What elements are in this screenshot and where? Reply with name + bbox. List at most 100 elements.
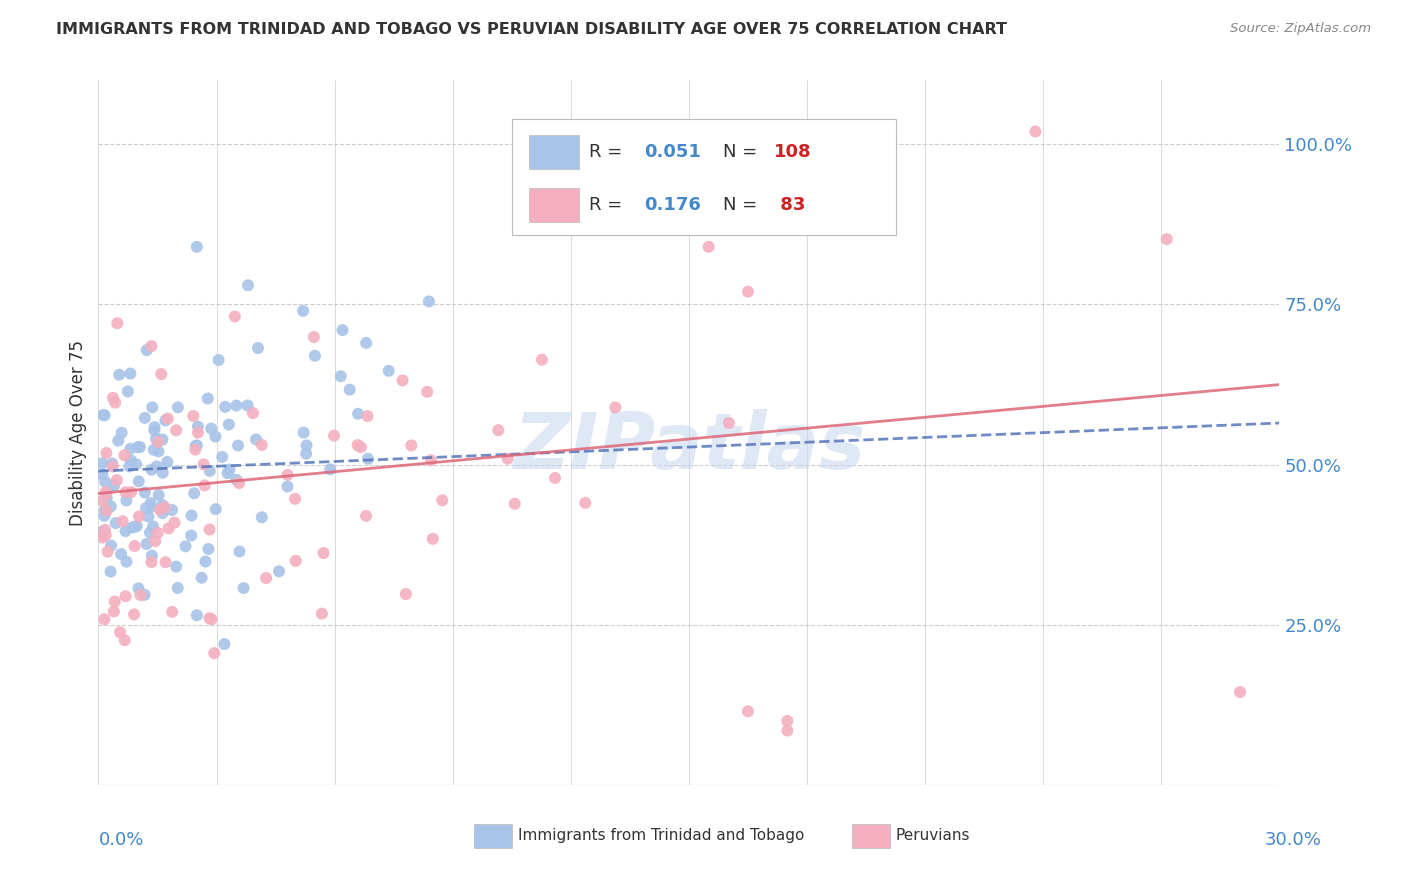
Point (304, 349, 326, 363)
Point (129, 440, 152, 454)
Text: ZIPatlas: ZIPatlas (513, 409, 865, 484)
Text: IMMIGRANTS FROM TRINIDAD AND TOBAGO VS PERUVIAN DISABILITY AGE OVER 75 CORRELATI: IMMIGRANTS FROM TRINIDAD AND TOBAGO VS P… (56, 22, 1007, 37)
Point (120, 485, 142, 500)
Point (124, 539, 146, 553)
Point (228, 476, 250, 491)
Point (295, 447, 318, 461)
Point (224, 310, 246, 324)
Point (103, 478, 125, 492)
Point (124, 519, 146, 533)
Point (108, 625, 131, 640)
Point (135, 537, 157, 551)
Point (100, 565, 122, 579)
Point (93, 612, 115, 626)
Point (141, 463, 163, 477)
Point (152, 498, 174, 512)
Point (198, 611, 221, 625)
Point (155, 555, 177, 569)
Point (276, 479, 298, 493)
Point (104, 594, 127, 608)
Point (141, 339, 163, 353)
Point (186, 608, 208, 623)
Point (737, 285, 759, 299)
Point (207, 353, 229, 368)
Text: 108: 108 (773, 143, 811, 161)
Point (139, 496, 162, 510)
Point (350, 440, 373, 454)
Point (242, 406, 264, 420)
Point (101, 391, 124, 405)
Point (418, 294, 440, 309)
Point (143, 534, 166, 549)
Text: 0.0%: 0.0% (98, 831, 143, 849)
Point (200, 612, 222, 626)
Point (357, 451, 380, 466)
Point (250, 438, 273, 452)
Point (115, 555, 138, 569)
Point (717, 416, 740, 430)
Point (128, 509, 150, 524)
Point (250, 510, 273, 524)
Point (91, 531, 114, 545)
Point (100, 539, 122, 553)
Point (163, 516, 186, 530)
Point (225, 473, 247, 487)
Point (134, 588, 156, 602)
Point (422, 532, 444, 546)
Point (605, 401, 627, 415)
Point (218, 462, 240, 476)
Text: 30.0%: 30.0% (1265, 831, 1322, 849)
Point (122, 607, 145, 622)
Point (217, 466, 239, 480)
Point (139, 500, 162, 514)
Point (225, 399, 247, 413)
Point (416, 384, 439, 399)
FancyBboxPatch shape (530, 188, 579, 222)
Point (204, 429, 226, 443)
Point (186, 438, 208, 452)
Point (323, 428, 346, 442)
Point (180, 508, 202, 523)
Y-axis label: Disability Age Over 75: Disability Age Over 75 (69, 340, 87, 525)
Point (127, 582, 149, 596)
Point (190, 571, 212, 585)
Point (100, 500, 122, 514)
Point (574, 496, 596, 510)
Point (1024, 124, 1046, 138)
Point (160, 605, 183, 619)
Point (254, 571, 277, 585)
Point (1229, 685, 1251, 699)
Point (129, 588, 152, 602)
Point (277, 467, 299, 482)
Point (184, 442, 207, 457)
Text: 83: 83 (773, 196, 806, 214)
Point (181, 409, 204, 423)
Point (94, 528, 117, 542)
Point (91, 467, 114, 482)
Text: 0.176: 0.176 (644, 196, 702, 214)
Point (180, 528, 202, 542)
Point (148, 444, 170, 458)
Point (114, 485, 136, 500)
Text: 0.051: 0.051 (644, 143, 702, 161)
Point (194, 478, 217, 492)
Point (197, 392, 219, 406)
Point (193, 458, 215, 472)
Point (152, 506, 174, 520)
Point (186, 240, 208, 254)
Point (245, 433, 267, 447)
Text: N =: N = (723, 143, 763, 161)
Point (135, 501, 157, 516)
Point (544, 471, 567, 485)
Text: Source: ZipAtlas.com: Source: ZipAtlas.com (1230, 22, 1371, 36)
Point (134, 485, 156, 500)
Point (174, 539, 197, 553)
Point (108, 368, 131, 382)
Point (226, 438, 249, 452)
FancyBboxPatch shape (474, 823, 512, 847)
Point (267, 565, 290, 579)
FancyBboxPatch shape (530, 136, 579, 169)
Point (153, 500, 176, 515)
Point (91, 494, 114, 508)
Point (148, 488, 170, 502)
